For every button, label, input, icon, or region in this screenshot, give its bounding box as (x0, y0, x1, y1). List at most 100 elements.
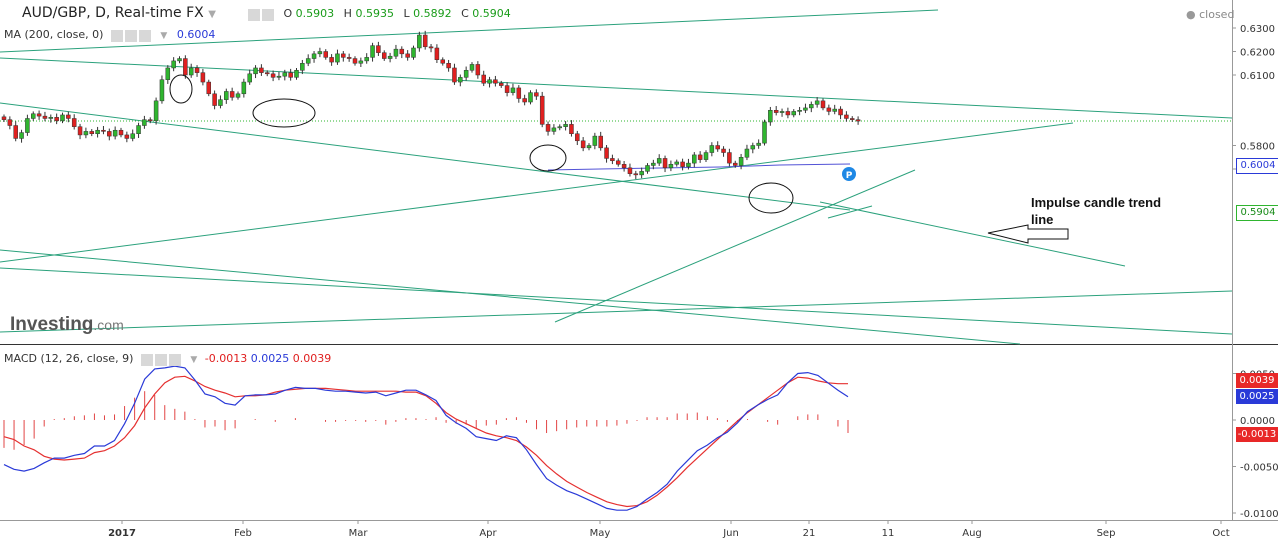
candle-body (276, 75, 282, 78)
candle-body (850, 118, 855, 120)
candle-body (499, 82, 504, 86)
candle-body (200, 72, 206, 83)
candle-body (118, 129, 124, 136)
time-tick-label: Mar (349, 528, 369, 539)
candle-body (563, 124, 568, 127)
time-tick-label: 2017 (108, 528, 136, 539)
candle-body (610, 158, 615, 162)
candle-body (305, 58, 311, 64)
candle-body (428, 46, 434, 49)
time-tick-label: 21 (803, 528, 816, 539)
close-icon[interactable] (168, 353, 181, 366)
candle-body (522, 98, 527, 103)
ma-legend[interactable]: MA (200, close, 0) ▼ 0.6004 (4, 28, 215, 42)
ma-legend-icons[interactable] (110, 29, 153, 42)
candle-body (387, 55, 393, 59)
candle-body (42, 115, 48, 119)
candle-body (194, 67, 200, 73)
candle-body (487, 79, 492, 84)
candle-body (475, 64, 481, 76)
macd-legend[interactable]: MACD (12, 26, close, 9) ▼ -0.0013 0.0025… (4, 352, 331, 366)
highlight-ellipse (252, 98, 316, 128)
candle-body (101, 129, 106, 132)
candle-body (36, 113, 42, 117)
ohlc-readout: O 0.5903 H 0.5935 L 0.5892 C 0.5904 (248, 7, 517, 21)
candle-body (300, 63, 305, 71)
candle-body (153, 100, 159, 122)
candle-body (224, 91, 229, 100)
trend-line (0, 102, 851, 211)
macd-tick-label: 0.0000 (1240, 416, 1275, 427)
close-icon[interactable] (138, 29, 151, 42)
candle-body (627, 167, 633, 174)
trend-line (819, 201, 1126, 267)
gear-icon[interactable] (154, 353, 167, 366)
candle-body (89, 131, 94, 134)
candle-body (446, 63, 451, 69)
candle-body (370, 45, 375, 58)
candle-body (621, 164, 627, 169)
candle-body (294, 70, 299, 78)
candle-body (750, 145, 756, 150)
trend-line (0, 9, 939, 53)
gear-icon[interactable] (262, 8, 274, 21)
status-label: closed (1199, 8, 1235, 21)
candle-body (528, 92, 533, 103)
symbol-label[interactable]: AUD/GBP, D, Real-time FX (22, 5, 204, 21)
candle-body (604, 147, 609, 159)
time-tick-label: Apr (479, 528, 497, 539)
candle-body (411, 47, 416, 58)
price-tick-label: 0.6200 (1240, 48, 1275, 59)
candle-body (481, 74, 486, 84)
eye-icon[interactable] (110, 29, 123, 42)
chevron-down-icon[interactable]: ▼ (160, 31, 168, 41)
highlight-ellipse (169, 74, 193, 104)
candle-body (417, 34, 422, 49)
candle-body (686, 162, 691, 167)
market-status: ● closed (1186, 8, 1234, 21)
chevron-down-icon[interactable]: ▼ (190, 355, 198, 365)
candle-body (709, 145, 715, 153)
candle-body (71, 118, 77, 127)
trend-line (0, 290, 1233, 333)
macd-line (3, 365, 849, 511)
status-dot-icon: ● (1186, 8, 1196, 21)
candle-body (95, 129, 100, 135)
candle-body (814, 100, 820, 105)
candle-body (569, 124, 574, 134)
macd-legend-icons[interactable] (140, 353, 183, 366)
candle-body (335, 53, 340, 63)
candle-body (832, 108, 837, 112)
candle-body (364, 57, 369, 62)
candle-body (762, 121, 767, 144)
candle-body (797, 110, 802, 112)
macd-line-value: 0.0025 (250, 352, 290, 365)
candle-body (188, 67, 194, 76)
candle-body (346, 57, 352, 59)
eye-icon[interactable] (140, 353, 153, 366)
candle-body (212, 93, 217, 106)
chart-title: AUD/GBP, D, Real-time FX ▼ (22, 5, 216, 21)
annotation-line2: line (1031, 212, 1053, 227)
macd-tick-label: -0.0100 (1240, 509, 1278, 520)
candle-body (253, 67, 258, 75)
macd-tick-label: -0.0050 (1240, 463, 1278, 474)
gear-icon[interactable] (124, 29, 137, 42)
settings-icons[interactable] (248, 8, 276, 21)
trend-line (827, 205, 873, 219)
candle-body (727, 152, 732, 164)
candle-body (703, 152, 709, 160)
candle-body (516, 87, 522, 99)
candle-body (83, 131, 89, 136)
candle-body (399, 48, 405, 55)
candle-body (177, 58, 182, 62)
time-tick-label: Oct (1212, 528, 1229, 539)
eye-icon[interactable] (248, 8, 260, 21)
ma-200-line (547, 163, 851, 171)
candle-body (493, 79, 498, 84)
candle-body (768, 110, 773, 123)
chevron-down-icon[interactable]: ▼ (208, 9, 216, 20)
candle-body (48, 117, 54, 119)
low-value: 0.5892 (413, 7, 452, 20)
